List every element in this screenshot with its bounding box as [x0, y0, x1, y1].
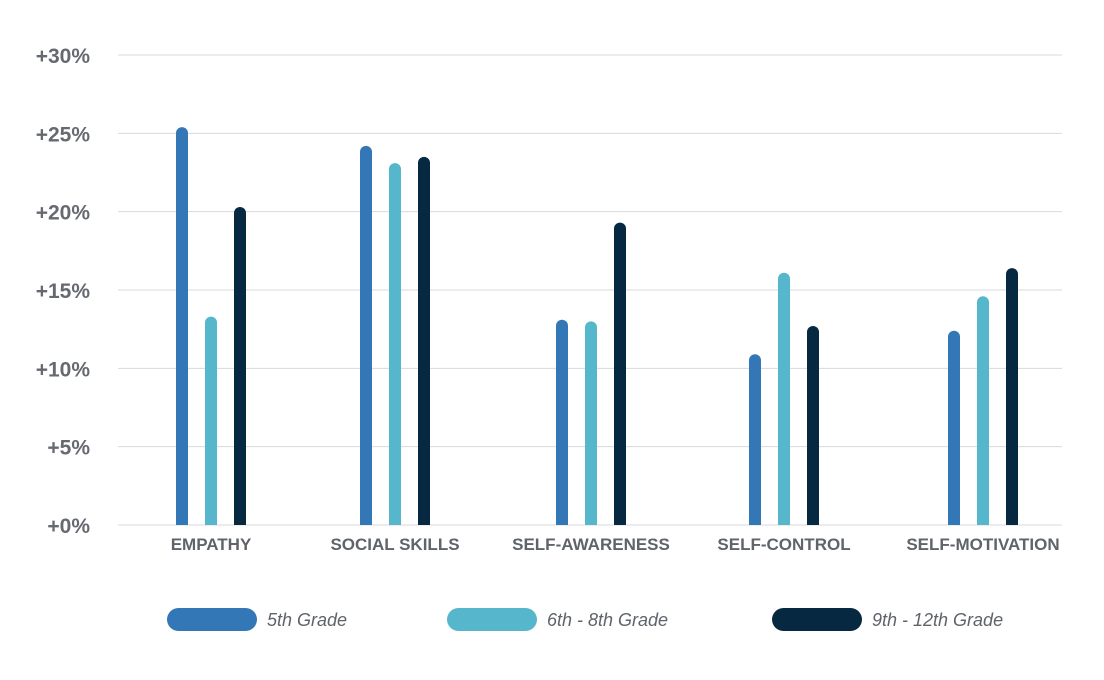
x-axis-tick-labels: EMPATHY SOCIAL SKILLS SELF-AWARENESS SELF-C…: [171, 535, 1060, 554]
bar-empathy-series-3: [234, 206, 246, 525]
legend-label: 5th Grade: [267, 610, 347, 630]
bar-self-control-series-3: [807, 326, 819, 525]
y-tick-label: +30%: [36, 45, 91, 68]
legend-swatch: [167, 608, 257, 631]
bar-self-control-series-1: [749, 354, 761, 525]
bar-social-skills-series-1: [360, 145, 372, 525]
bar-self-awareness-series-3: [614, 222, 626, 525]
y-tick-label: +25%: [36, 123, 91, 146]
x-tick-label: SELF-MOTIVATION: [906, 535, 1059, 554]
y-tick-label: +15%: [36, 280, 91, 303]
y-tick-label: +20%: [36, 202, 91, 225]
y-tick-label: +5%: [47, 437, 90, 460]
x-tick-label: SOCIAL SKILLS: [330, 535, 459, 554]
bar-self-control-series-2: [778, 272, 790, 525]
x-tick-label: EMPATHY: [171, 535, 252, 554]
bar-self-awareness-series-2: [585, 321, 597, 525]
y-tick-label: +0%: [47, 515, 90, 538]
bar-social-skills-series-3: [418, 156, 430, 525]
y-axis-tick-labels: +0% +5% +10% +15% +20% +25% +30%: [36, 45, 91, 538]
x-tick-label: SELF-AWARENESS: [512, 535, 670, 554]
bar-empathy-series-1: [176, 127, 188, 526]
legend: 5th Grade 6th - 8th Grade 9th - 12th Grade: [167, 608, 1003, 631]
bar-self-awareness-series-1: [556, 319, 568, 525]
bars: [176, 127, 1018, 526]
bar-social-skills-series-2: [389, 163, 401, 525]
bar-self-motivation-series-2: [977, 296, 989, 525]
legend-label: 6th - 8th Grade: [547, 610, 668, 630]
y-tick-label: +10%: [36, 358, 91, 381]
legend-swatch: [772, 608, 862, 631]
x-tick-label: SELF-CONTROL: [717, 535, 850, 554]
bar-empathy-series-2: [205, 316, 217, 525]
bar-self-motivation-series-1: [948, 330, 960, 525]
bar-self-motivation-series-3: [1006, 268, 1018, 525]
legend-label: 9th - 12th Grade: [872, 610, 1003, 630]
legend-swatch: [447, 608, 537, 631]
